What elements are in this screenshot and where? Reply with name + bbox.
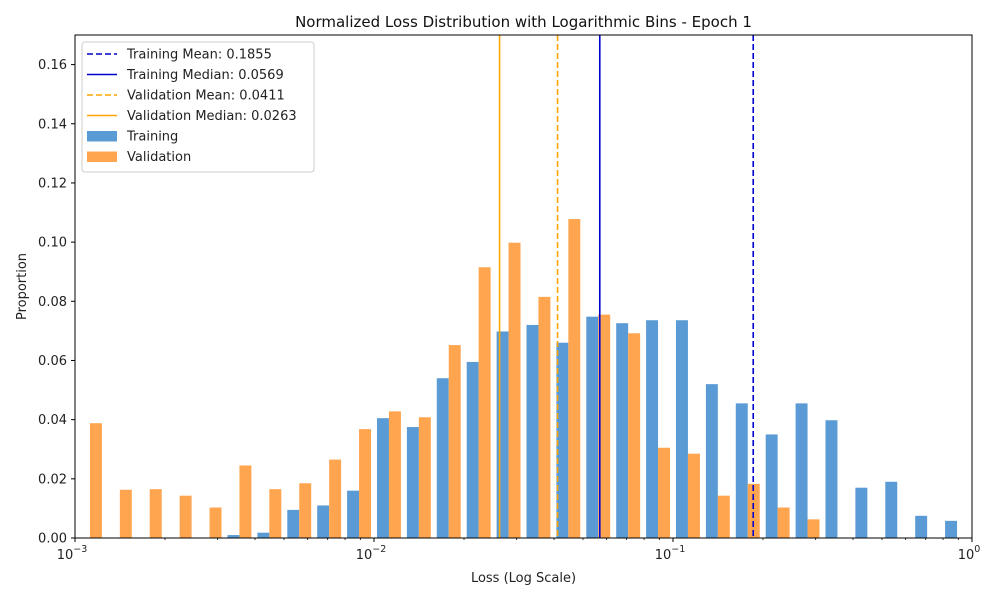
y-axis: 0.00 0.02 0.04 0.06 0.08 0.10 0.12 0.14 0.16 xyxy=(38,58,75,547)
validation-bar xyxy=(717,495,730,538)
validation-bar xyxy=(209,507,222,538)
validation-bar xyxy=(598,314,611,538)
x-tick-label: 100 xyxy=(958,544,981,563)
y-tick-label: 0.00 xyxy=(38,532,67,547)
validation-bar xyxy=(777,507,790,538)
y-tick-label: 0.14 xyxy=(38,117,67,132)
y-tick-label: 0.06 xyxy=(38,354,67,369)
validation-bar xyxy=(568,219,581,539)
legend-patch-swatch xyxy=(87,131,117,142)
training-bar xyxy=(466,361,479,538)
y-tick-label: 0.04 xyxy=(38,413,67,428)
reference-lines-layer xyxy=(498,35,755,538)
x-axis: 10−3 10−2 10−1 100 xyxy=(57,538,981,563)
training-bar xyxy=(586,316,599,538)
training-bar xyxy=(675,320,688,538)
legend-label: Validation Mean: 0.0411 xyxy=(127,89,285,104)
validation-bar xyxy=(807,519,820,538)
validation-bar xyxy=(658,447,671,538)
y-tick-label: 0.12 xyxy=(38,176,67,191)
validation-bar xyxy=(388,411,401,538)
y-tick-label: 0.08 xyxy=(38,295,67,310)
legend-box xyxy=(81,41,315,173)
legend-patch-swatch xyxy=(87,151,117,162)
validation-bar xyxy=(448,345,461,538)
legend: Training Mean: 0.1855 Training Median: 0.… xyxy=(81,41,315,173)
chart-title: Normalized Loss Distribution with Logari… xyxy=(295,13,752,31)
validation-bar xyxy=(418,417,431,538)
validation-bar xyxy=(299,483,312,538)
training-bar xyxy=(287,509,300,538)
training-bar xyxy=(765,434,778,538)
validation-bar xyxy=(359,429,372,538)
training-bar xyxy=(406,427,419,538)
validation-bar xyxy=(538,296,551,538)
training-bar xyxy=(735,403,748,538)
training-bar xyxy=(616,323,629,538)
training-bar xyxy=(705,384,718,538)
validation-bar xyxy=(269,489,282,538)
validation-bar xyxy=(508,242,521,538)
bars-layer xyxy=(89,219,958,539)
validation-bar xyxy=(179,495,192,538)
y-axis-label: Proportion xyxy=(15,253,30,320)
x-tick-label: 10−1 xyxy=(655,544,686,563)
x-axis-label: Loss (Log Scale) xyxy=(471,571,576,586)
training-bar xyxy=(496,331,509,538)
training-bar xyxy=(227,535,240,538)
legend-label: Validation xyxy=(127,150,191,165)
training-bar xyxy=(885,481,898,538)
training-bar xyxy=(945,520,958,538)
plot-frame xyxy=(74,34,973,539)
training-bar xyxy=(646,320,659,538)
training-bar xyxy=(257,532,270,538)
training-bar xyxy=(347,490,360,538)
validation-bar xyxy=(478,267,491,538)
validation-bar xyxy=(687,453,700,538)
training-bar xyxy=(825,420,838,538)
training-bar xyxy=(436,378,449,538)
legend-label: Validation Median: 0.0263 xyxy=(127,109,297,124)
training-bar xyxy=(556,342,569,538)
validation-bar xyxy=(119,489,132,538)
training-bar xyxy=(915,515,928,538)
validation-bar xyxy=(239,465,252,538)
legend-label: Training Median: 0.0569 xyxy=(126,68,284,83)
y-tick-label: 0.10 xyxy=(38,236,67,251)
training-bar xyxy=(855,487,868,538)
y-tick-label: 0.16 xyxy=(38,58,67,73)
x-tick-label: 10−3 xyxy=(57,544,88,563)
training-bar xyxy=(376,418,389,538)
training-bar xyxy=(526,324,539,538)
training-bar xyxy=(317,505,330,538)
validation-bar xyxy=(329,459,342,538)
legend-label: Training Mean: 0.1855 xyxy=(126,48,272,63)
training-bar xyxy=(795,403,808,538)
validation-bar xyxy=(89,423,102,538)
y-tick-label: 0.02 xyxy=(38,472,67,487)
validation-bar xyxy=(628,333,641,538)
validation-bar xyxy=(747,483,760,538)
validation-bar xyxy=(149,489,162,538)
x-tick-label: 10−2 xyxy=(356,544,387,563)
legend-label: Training xyxy=(126,130,178,145)
